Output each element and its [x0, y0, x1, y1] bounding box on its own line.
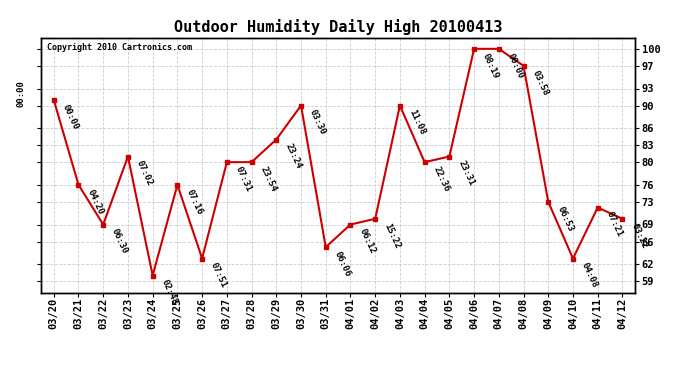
- Text: 03:58: 03:58: [531, 69, 550, 97]
- Text: 00:00: 00:00: [506, 52, 525, 80]
- Text: 07:51: 07:51: [209, 261, 228, 290]
- Text: 07:02: 07:02: [135, 159, 155, 188]
- Text: 22:36: 22:36: [431, 165, 451, 193]
- Text: 15:22: 15:22: [382, 222, 402, 250]
- Text: 06:12: 06:12: [357, 227, 377, 255]
- Text: 11:08: 11:08: [407, 108, 426, 136]
- Text: 04:08: 04:08: [580, 261, 600, 290]
- Text: 03:30: 03:30: [308, 108, 328, 136]
- Text: 23:31: 23:31: [456, 159, 476, 188]
- Text: 07:21: 07:21: [604, 210, 624, 238]
- Text: 07:31: 07:31: [234, 165, 253, 193]
- Text: 04:20: 04:20: [86, 188, 105, 216]
- Text: 06:53: 06:53: [555, 205, 575, 233]
- Text: 00:00: 00:00: [61, 103, 80, 131]
- Text: 02:48: 02:48: [159, 278, 179, 306]
- Title: Outdoor Humidity Daily High 20100413: Outdoor Humidity Daily High 20100413: [174, 19, 502, 35]
- Text: 06:06: 06:06: [333, 250, 352, 278]
- Text: 03:22: 03:22: [629, 222, 649, 250]
- Text: 23:54: 23:54: [259, 165, 278, 193]
- Text: 00:00: 00:00: [16, 80, 25, 107]
- Text: 08:19: 08:19: [481, 52, 500, 80]
- Text: Copyright 2010 Cartronics.com: Copyright 2010 Cartronics.com: [48, 43, 193, 52]
- Text: 06:30: 06:30: [110, 227, 130, 255]
- Text: 23:24: 23:24: [283, 142, 303, 171]
- Text: 07:16: 07:16: [184, 188, 204, 216]
